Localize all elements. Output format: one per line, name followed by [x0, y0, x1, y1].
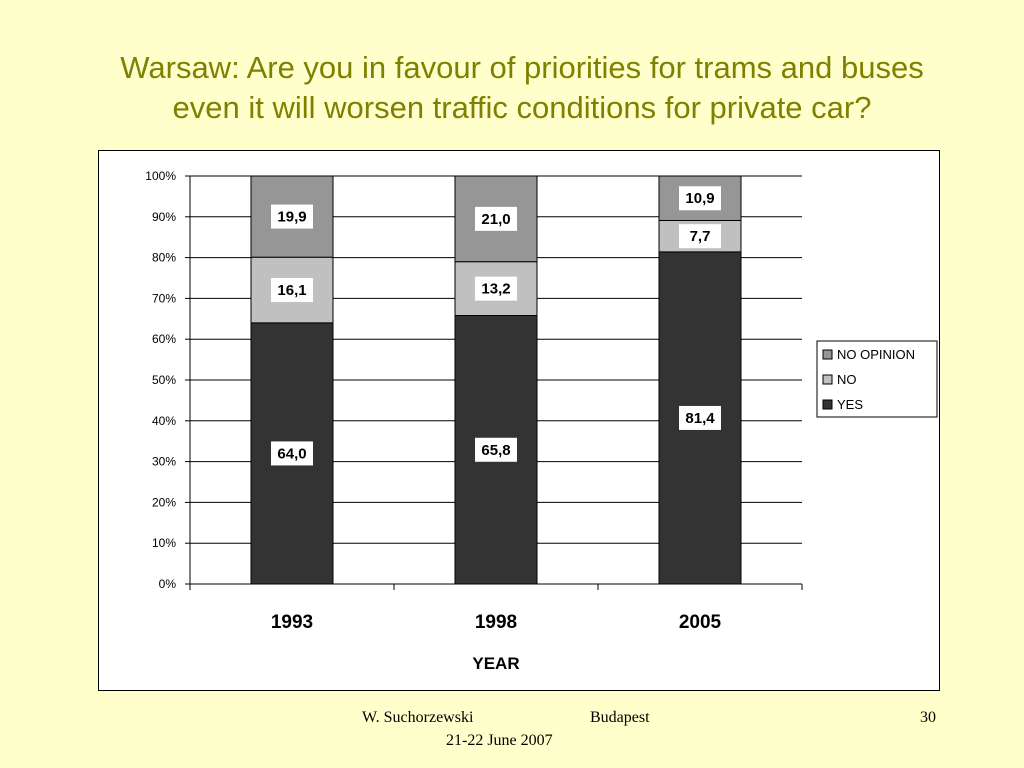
y-tick-label: 100%	[145, 169, 176, 183]
y-tick-label: 50%	[152, 373, 176, 387]
chart-frame: 0% 10% 20% 30% 40% 50% 60% 70% 80% 90% 100% 64,0 16,…	[98, 150, 940, 691]
x-tick-label: 1993	[271, 612, 313, 633]
x-tick-label: 1998	[475, 612, 517, 633]
y-tick-label: 40%	[152, 414, 176, 428]
y-tick-label: 60%	[152, 332, 176, 346]
slide-title-line-2: even it will worsen traffic conditions f…	[172, 90, 872, 125]
data-label-box	[475, 206, 517, 231]
footer-author: W. Suchorzewski	[362, 709, 474, 726]
y-tick-label: 20%	[152, 495, 176, 509]
y-tick-label: 0%	[159, 577, 177, 591]
data-label: 81,4	[685, 410, 715, 427]
y-tick-label: 80%	[152, 251, 176, 265]
legend-swatch	[822, 374, 833, 385]
legend	[816, 340, 938, 418]
x-axis-title: YEAR	[472, 654, 519, 673]
data-label: 19,9	[277, 209, 306, 226]
x-tick-label: 2005	[679, 612, 722, 633]
y-tick-label: 90%	[152, 210, 176, 224]
data-label-box	[271, 278, 313, 303]
legend-label: NO OPINION	[837, 347, 915, 362]
data-label-box	[475, 437, 517, 462]
footer-page: 30	[920, 709, 936, 726]
legend-swatch	[822, 399, 833, 410]
y-tick-label: 30%	[152, 455, 176, 469]
data-label: 7,7	[690, 228, 711, 245]
footer-date: 21-22 June 2007	[446, 732, 553, 749]
data-label-box	[679, 186, 721, 211]
stacked-bar-chart: 0% 10% 20% 30% 40% 50% 60% 70% 80% 90% 100% 64,0 16,…	[145, 169, 938, 673]
slide-title: Warsaw: Are you in favour of priorities …	[40, 48, 1004, 128]
footer-place: Budapest	[590, 709, 650, 726]
data-label: 21,0	[481, 211, 510, 228]
data-label: 16,1	[277, 282, 306, 299]
data-label-box	[271, 204, 313, 229]
data-label-box	[679, 405, 721, 430]
legend-swatch	[822, 349, 833, 360]
y-tick-label: 70%	[152, 291, 176, 305]
data-label: 10,9	[685, 190, 714, 207]
data-label-box	[475, 276, 517, 301]
data-label: 65,8	[481, 442, 510, 459]
legend-label: NO	[837, 372, 857, 387]
data-label-box	[679, 224, 721, 249]
bar-segment	[250, 175, 334, 258]
slide-title-line-1: Warsaw: Are you in favour of priorities …	[120, 50, 924, 85]
legend-label: YES	[837, 397, 863, 412]
data-label: 64,0	[277, 445, 306, 462]
data-label-box	[271, 441, 313, 466]
data-label: 13,2	[481, 281, 510, 298]
y-tick-label: 10%	[152, 536, 176, 550]
